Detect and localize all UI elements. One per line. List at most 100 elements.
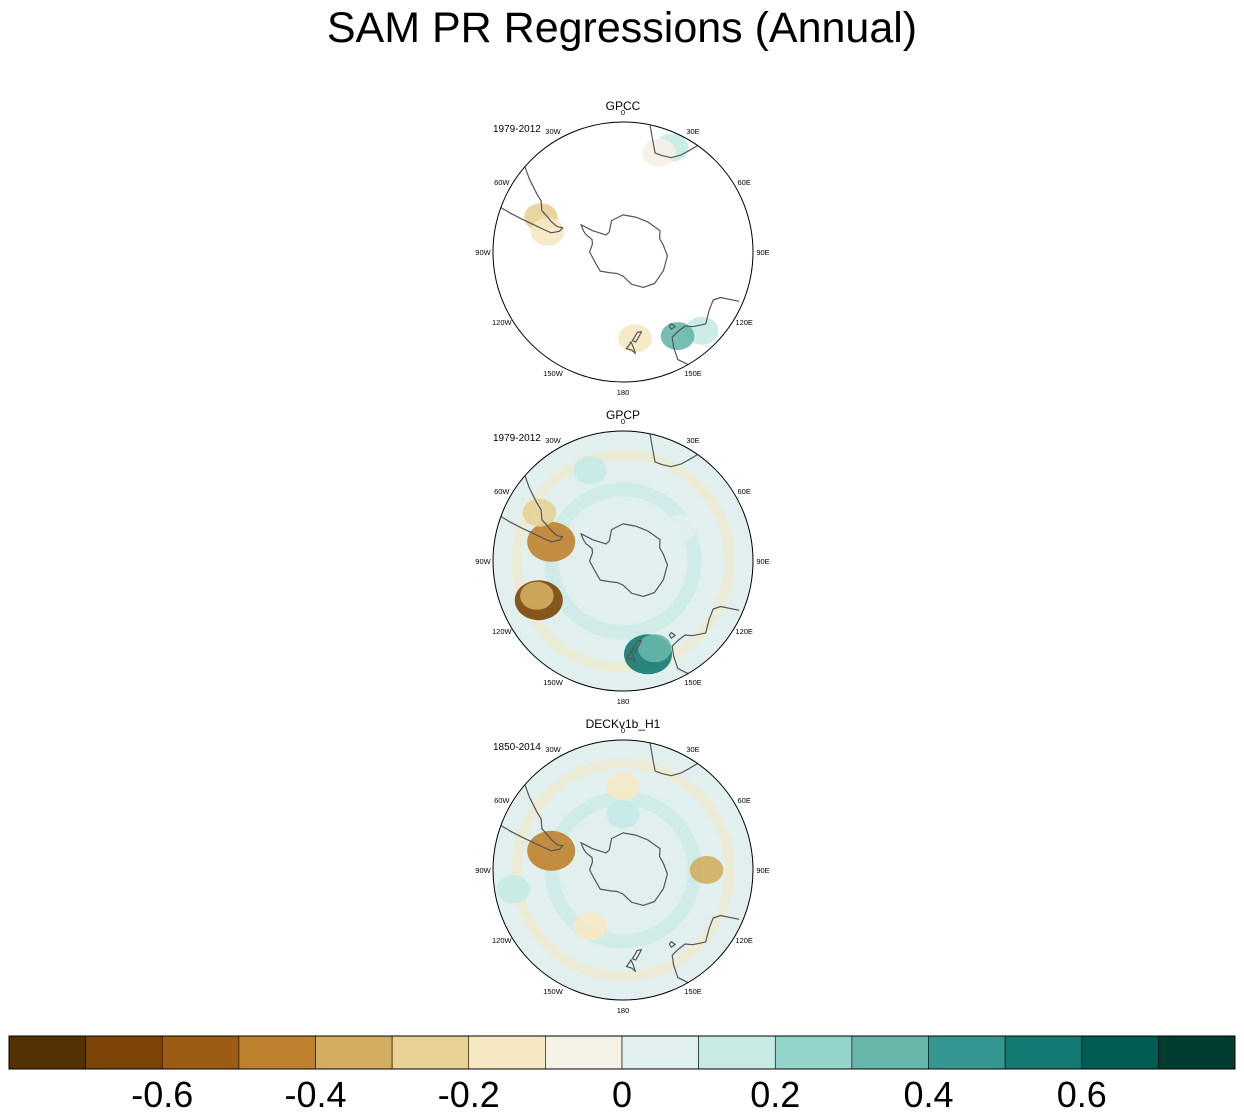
coastline-africa: [649, 742, 698, 777]
lon-label: 150W: [543, 369, 564, 378]
lon-label: 120W: [492, 318, 513, 327]
colorbar-box: [851, 1035, 929, 1070]
map-background-field: [493, 740, 753, 1000]
colorbar-box: [315, 1035, 393, 1070]
colorbar-box: [621, 1035, 699, 1070]
map-panel-3: DECKv1b_H1 1850-2014 0 30E 60E 90E 120E 150E 180…: [475, 717, 769, 1015]
coastline-tasmania: [668, 323, 676, 330]
colorbar-tick-label: -0.2: [438, 1074, 500, 1115]
lon-label: 90E: [756, 248, 769, 257]
colorbar-tick-label: -0.6: [131, 1074, 193, 1115]
map-anomaly-pacific-ring: [573, 912, 608, 941]
panel-title: GPCP: [606, 408, 640, 422]
map-anomaly-south-pacific-outer: [520, 581, 554, 610]
coastline-tasmania: [668, 632, 676, 639]
coastline-africa: [649, 124, 698, 159]
lon-label: 90E: [756, 557, 769, 566]
colorbar-tick-label: 0.2: [750, 1074, 800, 1115]
map-panel-1: GPCC 1979-2012 0 30E 60E 90E 120E 150E 180 150W 12…: [475, 99, 769, 397]
map-anomaly-antarctic-margin-ring: [606, 800, 640, 829]
map-border: [492, 121, 754, 383]
lon-label: 180: [617, 1006, 630, 1015]
coastline-australia: [671, 296, 740, 366]
map-anomaly-indian-ocean-band: [689, 856, 724, 884]
lon-label: 180: [617, 697, 630, 706]
lon-label: 120E: [735, 936, 753, 945]
colorbar: -0.6 -0.4 -0.2 0 0.2 0.4 0.6: [8, 1035, 1236, 1115]
panel-period: 1979-2012: [493, 433, 541, 444]
map-anomaly-mid-latitude-ring: [606, 772, 640, 801]
coastline-nz-north: [625, 341, 636, 354]
coastline-australia: [671, 914, 740, 984]
colorbar-box: [928, 1035, 1006, 1070]
lon-label: 30E: [686, 127, 699, 136]
coastline-antarctica: [580, 832, 668, 906]
lon-label: 60W: [494, 178, 510, 187]
lon-label: 30W: [545, 127, 561, 136]
coastline-south-america: [500, 784, 564, 852]
panel-period: 1850-2014: [493, 742, 541, 753]
colorbar-box: [85, 1035, 163, 1070]
coastline-nz-south: [631, 331, 642, 343]
lon-label: 60E: [738, 487, 751, 496]
lon-label: 90W: [475, 557, 491, 566]
colorbar-box: [8, 1035, 86, 1070]
colorbar-box: [161, 1035, 240, 1070]
lon-label: 90E: [756, 866, 769, 875]
coastline-antarctica: [580, 214, 668, 288]
lon-label: 120W: [492, 936, 513, 945]
map-panels: GPCC 1979-2012 0 30E 60E 90E 120E 150E 180 150W 12…: [475, 99, 769, 1015]
lon-label: 0: [621, 726, 625, 735]
map-anomaly-new-zealand: [618, 324, 652, 353]
colorbar-box: [545, 1035, 623, 1070]
chart-title: SAM PR Regressions (Annual): [326, 4, 918, 52]
colorbar-box: [774, 1035, 853, 1070]
lon-label: 150W: [543, 678, 564, 687]
lon-label: 60E: [738, 796, 751, 805]
colorbar-tick-label: -0.4: [284, 1074, 346, 1115]
lon-label: 90W: [475, 248, 491, 257]
colorbar-box: [1081, 1035, 1159, 1070]
lon-label: 120W: [492, 627, 513, 636]
colorbar-box: [1158, 1035, 1236, 1070]
coastline-south-america: [500, 166, 564, 234]
colorbar-tick-label: 0: [612, 1074, 632, 1115]
map-background-field: [493, 122, 753, 382]
colorbar-box: [238, 1035, 316, 1070]
lon-label: 0: [621, 108, 625, 117]
coastline-south-america: [500, 475, 564, 543]
map-field: [493, 122, 753, 382]
map-anomaly-subtropical-ring: [496, 875, 531, 904]
map-zonal-band: [511, 758, 735, 982]
lon-label: 30W: [545, 436, 561, 445]
lon-label: 60W: [494, 487, 510, 496]
map-background-field: [493, 431, 753, 691]
panel-title: DECKv1b_H1: [586, 717, 661, 731]
lon-label: 150E: [684, 369, 702, 378]
map-anomaly-southern-africa-tip: [642, 138, 676, 167]
lon-label: 150W: [543, 987, 564, 996]
lon-label: 120E: [735, 627, 753, 636]
map-field: [493, 431, 753, 691]
map-border: [492, 739, 754, 1001]
panel-period: 1979-2012: [493, 124, 541, 135]
colorbar-box: [1004, 1035, 1083, 1070]
coastline-nz-north: [625, 650, 636, 663]
map-border: [492, 430, 754, 692]
colorbar-box: [391, 1035, 470, 1070]
map-anomaly-argentina: [522, 498, 557, 527]
colorbar-frame: [8, 1035, 1236, 1070]
map-anomaly-tasman-sea-outer: [638, 634, 672, 663]
map-field: [493, 740, 753, 1000]
lon-label: 90W: [475, 866, 491, 875]
lon-label: 0: [621, 417, 625, 426]
lon-label: 60E: [738, 178, 751, 187]
map-anomaly-southern-ocean-ring: [662, 514, 697, 543]
coastline-nz-south: [631, 640, 642, 652]
lon-label: 180: [617, 388, 630, 397]
lon-label: 30W: [545, 745, 561, 754]
map-anomaly-south-atlantic: [573, 456, 607, 485]
colorbar-box: [468, 1035, 546, 1070]
map-panel-2: GPCP 1979-2012 0 30E 60E 90E 120E 150E 180 150W 12…: [475, 408, 769, 706]
